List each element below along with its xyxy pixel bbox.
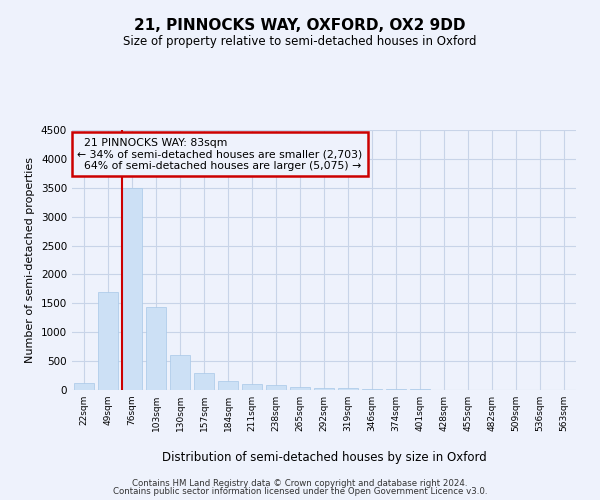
Bar xyxy=(266,385,286,390)
Text: Contains HM Land Registry data © Crown copyright and database right 2024.: Contains HM Land Registry data © Crown c… xyxy=(132,478,468,488)
Text: Distribution of semi-detached houses by size in Oxford: Distribution of semi-detached houses by … xyxy=(161,451,487,464)
Bar xyxy=(338,388,358,390)
Bar xyxy=(218,381,238,390)
Bar xyxy=(170,355,190,390)
Bar xyxy=(194,373,214,390)
Bar xyxy=(122,188,142,390)
Y-axis label: Number of semi-detached properties: Number of semi-detached properties xyxy=(25,157,35,363)
Bar xyxy=(98,292,118,390)
Bar xyxy=(362,388,382,390)
Bar xyxy=(242,384,262,390)
Text: 21, PINNOCKS WAY, OXFORD, OX2 9DD: 21, PINNOCKS WAY, OXFORD, OX2 9DD xyxy=(134,18,466,32)
Bar xyxy=(74,383,94,390)
Text: 21 PINNOCKS WAY: 83sqm
← 34% of semi-detached houses are smaller (2,703)
  64% o: 21 PINNOCKS WAY: 83sqm ← 34% of semi-det… xyxy=(77,138,362,171)
Text: Size of property relative to semi-detached houses in Oxford: Size of property relative to semi-detach… xyxy=(123,35,477,48)
Text: Contains public sector information licensed under the Open Government Licence v3: Contains public sector information licen… xyxy=(113,487,487,496)
Bar xyxy=(314,388,334,390)
Bar xyxy=(146,308,166,390)
Bar xyxy=(290,386,310,390)
Bar xyxy=(386,389,406,390)
